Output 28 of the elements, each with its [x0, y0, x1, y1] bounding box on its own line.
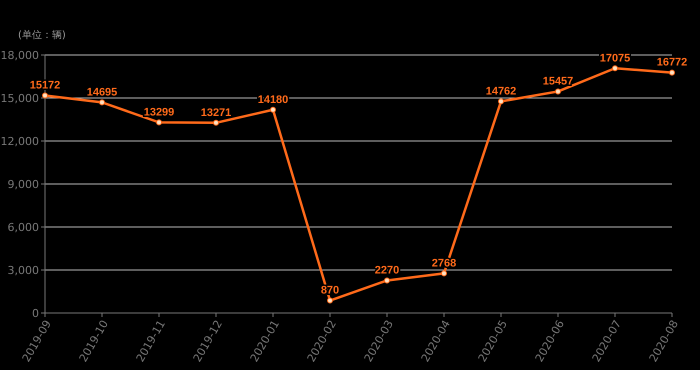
data-label: 16772: [656, 56, 688, 69]
y-axis-title: (单位：辆): [18, 29, 66, 41]
point: [384, 277, 390, 284]
point: [42, 92, 48, 99]
point: [498, 98, 504, 104]
point: [270, 106, 276, 113]
point: [555, 88, 561, 94]
data-label: 15172: [30, 80, 60, 92]
data-label: 17075: [600, 52, 630, 64]
y-tick-label: 9,000: [8, 178, 39, 191]
point: [99, 99, 105, 106]
data-label: 15457: [542, 75, 574, 88]
y-tick-label: 18,000: [0, 48, 39, 62]
point: [441, 270, 447, 276]
point: [213, 120, 219, 126]
y-tick-label: 15,000: [0, 92, 39, 105]
data-label: 13299: [144, 106, 174, 118]
point: [669, 70, 675, 76]
y-tick-label: 12,000: [0, 134, 39, 148]
y-tick-label: 0: [32, 306, 39, 320]
point: [156, 119, 162, 126]
point: [612, 65, 618, 72]
data-label: 14762: [486, 85, 516, 98]
point: [327, 298, 333, 304]
y-tick-label: 3,000: [8, 264, 39, 277]
data-label: 13271: [200, 106, 232, 119]
y-tick-label: 6,000: [8, 220, 39, 234]
data-label: 14695: [86, 86, 118, 98]
